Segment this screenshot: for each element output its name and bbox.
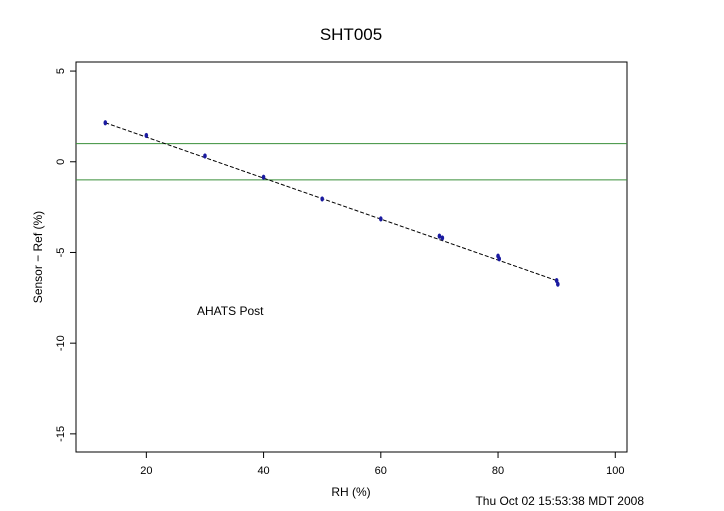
y-tick-label--5: -5 xyxy=(55,248,67,258)
data-point-0 xyxy=(103,120,108,126)
x-axis: 20 40 60 80 100 xyxy=(140,452,624,477)
y-axis: 5 0 -5 -10 -15 xyxy=(55,68,76,442)
y-axis-label: Sensor − Ref (%) xyxy=(31,211,45,303)
fit-line-group xyxy=(105,122,557,282)
y-tick-label-5: 5 xyxy=(55,68,67,74)
fit-line xyxy=(105,122,557,282)
data-point-1 xyxy=(144,132,149,139)
y-tick-label--10: -10 xyxy=(55,335,67,351)
data-point-3 xyxy=(261,174,266,180)
chart-title: SHT005 xyxy=(320,25,382,44)
y-tick-label--15: -15 xyxy=(55,426,67,442)
x-axis-label: RH (%) xyxy=(331,485,370,499)
data-point-9 xyxy=(497,256,502,262)
data-point-2 xyxy=(203,153,207,159)
plot-annotation: AHATS Post xyxy=(197,304,264,318)
data-point-7 xyxy=(440,235,445,241)
x-tick-label-20: 20 xyxy=(140,465,152,477)
timestamp-footer: Thu Oct 02 15:53:38 MDT 2008 xyxy=(475,494,644,508)
x-tick-label-40: 40 xyxy=(257,465,269,477)
reference-lines xyxy=(76,143,627,181)
y-tick-label-0: 0 xyxy=(55,159,67,165)
plot-area xyxy=(75,61,628,453)
data-points xyxy=(103,120,560,287)
data-point-6 xyxy=(437,233,442,239)
data-point-11 xyxy=(556,281,560,287)
data-point-5 xyxy=(379,216,383,222)
data-point-4 xyxy=(320,196,324,202)
x-tick-label-100: 100 xyxy=(606,465,624,477)
x-tick-label-80: 80 xyxy=(492,465,504,477)
x-tick-label-60: 60 xyxy=(375,465,387,477)
